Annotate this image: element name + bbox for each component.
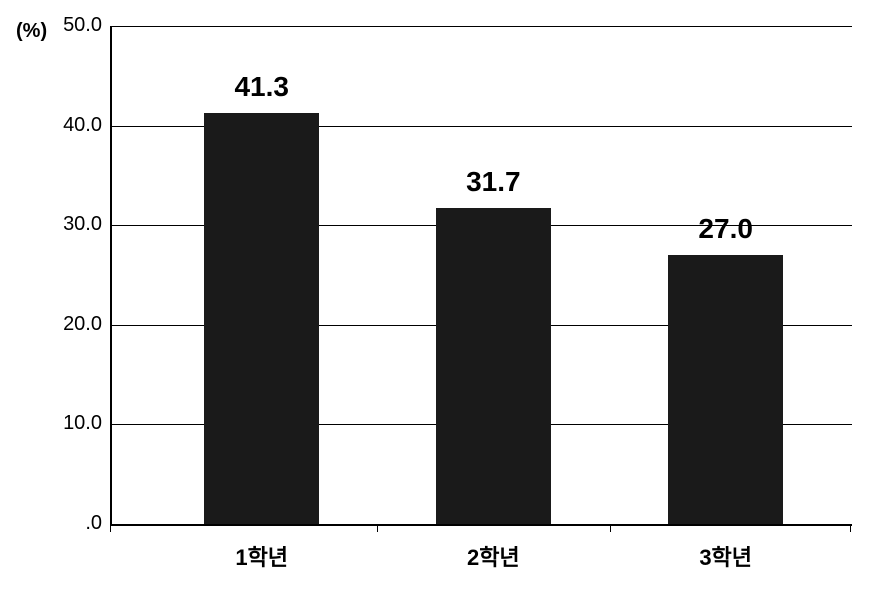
bar: [668, 255, 783, 524]
y-tick-label: 30.0: [44, 213, 102, 236]
grid-line: [112, 26, 852, 27]
x-tick-mark: [377, 524, 378, 532]
bar: [204, 113, 319, 524]
y-tick-label: 50.0: [44, 14, 102, 37]
bar-chart: (%) .0 10.0 20.0 30.0 40.0 50.0 41.3 1학년 31.7 2학년…: [0, 0, 886, 597]
bar: [436, 208, 551, 524]
x-tick-mark: [610, 524, 611, 532]
x-tick-mark: [110, 524, 111, 532]
x-category-label: 3학년: [646, 540, 806, 572]
x-tick-mark: [850, 524, 851, 532]
bar-value-label: 27.0: [656, 213, 796, 245]
x-category-label: 2학년: [413, 540, 573, 572]
y-tick-label: 10.0: [44, 412, 102, 435]
bar-value-label: 31.7: [423, 166, 563, 198]
y-axis-unit: (%): [16, 20, 47, 43]
y-tick-label: 20.0: [44, 313, 102, 336]
y-tick-label: 40.0: [44, 114, 102, 137]
y-tick-label: .0: [44, 512, 102, 535]
x-category-label: 1학년: [182, 540, 342, 572]
bar-value-label: 41.3: [192, 71, 332, 103]
